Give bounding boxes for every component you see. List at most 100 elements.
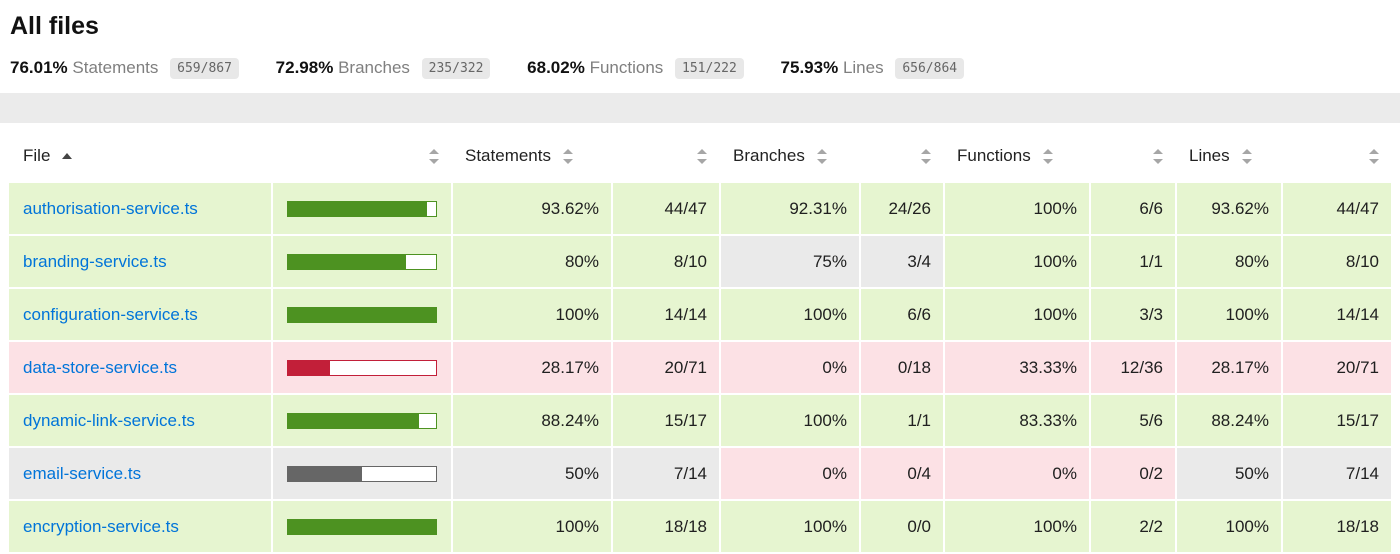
- column-header-lines[interactable]: Lines: [1176, 129, 1282, 182]
- coverage-bar: [287, 253, 437, 270]
- summary-lines-pct: 75.93%: [780, 58, 839, 77]
- file-cell: encryption-service.ts: [8, 500, 272, 553]
- file-cell: data-store-service.ts: [8, 341, 272, 394]
- branches-raw-cell: 0/18: [860, 341, 944, 394]
- statements-raw-cell: 7/14: [612, 447, 720, 500]
- sort-icon[interactable]: [429, 149, 439, 165]
- column-header-branches[interactable]: Branches: [720, 129, 860, 182]
- branches-raw-cell: 0/0: [860, 500, 944, 553]
- summary-branches-label: Branches: [338, 58, 410, 77]
- column-header-branches-raw[interactable]: [860, 129, 944, 182]
- statements-raw-cell: 18/18: [612, 500, 720, 553]
- sort-icon[interactable]: [1241, 149, 1252, 165]
- lines-pct-cell: 88.24%: [1176, 394, 1282, 447]
- sort-icon[interactable]: [1369, 149, 1379, 165]
- column-header-functions[interactable]: Functions: [944, 129, 1090, 182]
- branches-raw-cell: 0/4: [860, 447, 944, 500]
- file-cell: configuration-service.ts: [8, 288, 272, 341]
- lines-raw-cell: 14/14: [1282, 288, 1392, 341]
- branches-raw-cell: 6/6: [860, 288, 944, 341]
- file-link[interactable]: branding-service.ts: [23, 252, 167, 271]
- statements-raw-cell: 8/10: [612, 235, 720, 288]
- coverage-bar-empty: [426, 201, 436, 216]
- coverage-bar-fill: [288, 201, 427, 216]
- functions-raw-cell: 3/3: [1090, 288, 1176, 341]
- coverage-bar-empty: [418, 413, 436, 428]
- table-row: email-service.ts 50% 7/14 0% 0/4 0% 0/2 50% 7/14: [8, 447, 1392, 500]
- coverage-bar-fill: [288, 466, 362, 481]
- functions-pct-cell: 100%: [944, 235, 1090, 288]
- sort-icon[interactable]: [921, 149, 931, 165]
- sort-icon[interactable]: [816, 149, 827, 165]
- file-link[interactable]: email-service.ts: [23, 464, 142, 483]
- column-header-functions-raw[interactable]: [1090, 129, 1176, 182]
- sort-icon[interactable]: [1153, 149, 1163, 165]
- summary-functions-fraction: 151/222: [675, 58, 744, 79]
- summary-statements: 76.01% Statements 659/867: [10, 58, 239, 79]
- coverage-bar-cell: [272, 500, 452, 553]
- table-row: branding-service.ts 80% 8/10 75% 3/4 100% 1/1 8…: [8, 235, 1392, 288]
- coverage-bar-cell: [272, 288, 452, 341]
- coverage-table: File Statements Branches Functions Lines: [8, 129, 1392, 553]
- branches-pct-cell: 0%: [720, 447, 860, 500]
- coverage-bar-empty: [329, 360, 436, 375]
- file-link[interactable]: authorisation-service.ts: [23, 199, 198, 218]
- summary-functions: 68.02% Functions 151/222: [527, 58, 744, 79]
- coverage-bar: [287, 412, 437, 429]
- functions-raw-cell: 5/6: [1090, 394, 1176, 447]
- statements-pct-cell: 28.17%: [452, 341, 612, 394]
- file-link[interactable]: dynamic-link-service.ts: [23, 411, 195, 430]
- coverage-bar: [287, 518, 437, 535]
- coverage-table-body: authorisation-service.ts 93.62% 44/47 92.31…: [8, 182, 1392, 553]
- functions-raw-cell: 2/2: [1090, 500, 1176, 553]
- status-line: [0, 93, 1400, 123]
- sort-ascending-icon[interactable]: [62, 149, 73, 164]
- column-header-statements[interactable]: Statements: [452, 129, 612, 182]
- statements-pct-cell: 93.62%: [452, 182, 612, 235]
- coverage-bar: [287, 359, 437, 376]
- coverage-bar-fill: [288, 413, 419, 428]
- coverage-bar-fill: [288, 254, 407, 269]
- file-link[interactable]: encryption-service.ts: [23, 517, 179, 536]
- summary-branches-fraction: 235/322: [421, 58, 491, 79]
- column-header-lines-raw[interactable]: [1282, 129, 1392, 182]
- table-row: data-store-service.ts 28.17% 20/71 0% 0/18 33…: [8, 341, 1392, 394]
- functions-pct-cell: 100%: [944, 288, 1090, 341]
- column-label-file: File: [23, 146, 51, 165]
- statements-pct-cell: 100%: [452, 500, 612, 553]
- lines-raw-cell: 20/71: [1282, 341, 1392, 394]
- coverage-summary: 76.01% Statements 659/867 72.98% Branche…: [10, 58, 1390, 79]
- branches-pct-cell: 100%: [720, 500, 860, 553]
- lines-raw-cell: 44/47: [1282, 182, 1392, 235]
- coverage-bar: [287, 306, 437, 323]
- functions-raw-cell: 1/1: [1090, 235, 1176, 288]
- sort-icon[interactable]: [1042, 149, 1053, 165]
- branches-pct-cell: 100%: [720, 288, 860, 341]
- file-cell: branding-service.ts: [8, 235, 272, 288]
- column-label-lines: Lines: [1189, 146, 1230, 165]
- statements-pct-cell: 88.24%: [452, 394, 612, 447]
- column-header-statements-raw[interactable]: [612, 129, 720, 182]
- statements-raw-cell: 44/47: [612, 182, 720, 235]
- lines-pct-cell: 100%: [1176, 500, 1282, 553]
- summary-lines-fraction: 656/864: [895, 58, 965, 79]
- summary-branches: 72.98% Branches 235/322: [276, 58, 491, 79]
- page-title: All files: [10, 12, 99, 40]
- summary-statements-label: Statements: [72, 58, 159, 77]
- sort-icon[interactable]: [697, 149, 707, 165]
- branches-pct-cell: 100%: [720, 394, 860, 447]
- coverage-bar-cell: [272, 182, 452, 235]
- column-header-bar[interactable]: [272, 129, 452, 182]
- column-header-file[interactable]: File: [8, 129, 272, 182]
- file-cell: dynamic-link-service.ts: [8, 394, 272, 447]
- lines-pct-cell: 100%: [1176, 288, 1282, 341]
- summary-functions-pct: 68.02%: [527, 58, 585, 77]
- sort-icon[interactable]: [563, 149, 573, 165]
- file-cell: email-service.ts: [8, 447, 272, 500]
- summary-statements-fraction: 659/867: [170, 58, 239, 79]
- file-link[interactable]: data-store-service.ts: [23, 358, 177, 377]
- file-link[interactable]: configuration-service.ts: [23, 305, 198, 324]
- table-row: dynamic-link-service.ts 88.24% 15/17 100% 1/…: [8, 394, 1392, 447]
- statements-pct-cell: 100%: [452, 288, 612, 341]
- column-label-statements: Statements: [465, 146, 551, 165]
